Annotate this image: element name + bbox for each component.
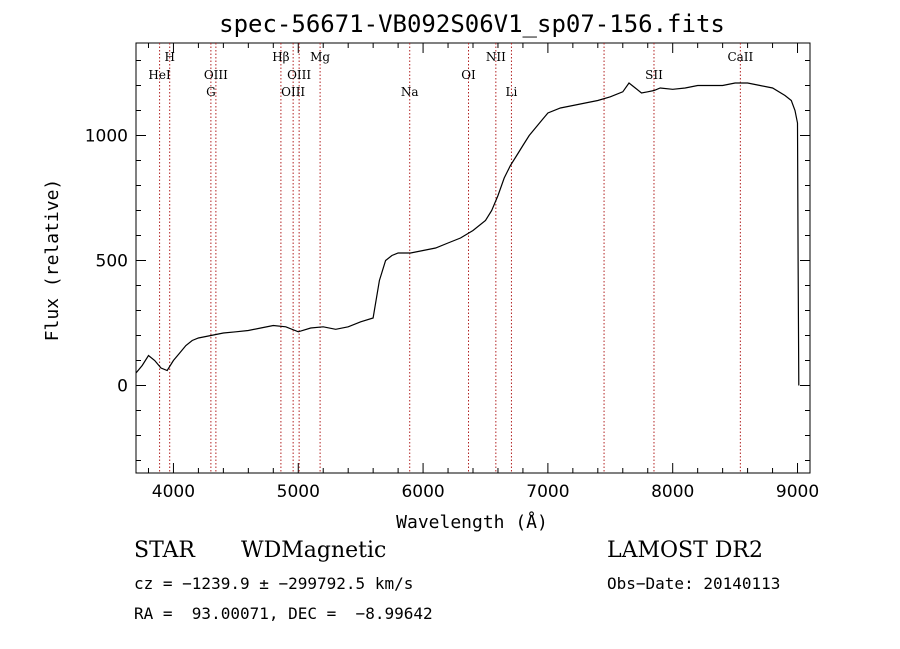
x-tick-label: 5000 — [277, 482, 320, 502]
y-tick-label: 1000 — [85, 127, 128, 147]
y-tick-label: 0 — [117, 377, 128, 397]
y-axis-label: Flux (relative) — [42, 179, 63, 342]
spectral-line-label: CaII — [727, 50, 753, 64]
spectral-line-label: Mg — [310, 50, 330, 64]
spectral-line-label: SII — [645, 68, 663, 82]
x-tick-label: 4000 — [152, 482, 195, 502]
spectral-line-label: G — [206, 85, 216, 99]
spectral-line-label: NII — [486, 50, 506, 64]
plot-area: 4000 5000 6000 7000 8000 9000 0 500 1000 HeI H G OII… — [85, 42, 819, 502]
chart-title: spec-56671-VB092S06V1_sp07-156.fits — [219, 10, 725, 38]
spectral-line-label: OI — [461, 68, 476, 82]
spectral-line-label: OIII — [204, 68, 228, 82]
spectral-line-label: OIII — [281, 85, 305, 99]
spectral-line-label: H — [164, 50, 174, 64]
x-tick-label: 7000 — [526, 482, 569, 502]
coordinates-readout: RA = 93.00071, DEC = −8.99642 — [134, 604, 433, 623]
object-class: STAR — [134, 538, 195, 563]
x-axis-label: Wavelength (Å) — [396, 511, 548, 533]
x-tick-label: 6000 — [401, 482, 444, 502]
redshift-readout: cz = −1239.9 ± −299792.5 km/s — [134, 574, 414, 593]
survey-name: LAMOST DR2 — [607, 538, 763, 563]
spectral-line-label: Hβ — [272, 50, 289, 64]
x-tick-label: 9000 — [776, 482, 819, 502]
x-tick-label: 8000 — [651, 482, 694, 502]
spectral-line-label: Li — [506, 85, 518, 99]
object-subclass: WDMagnetic — [241, 538, 387, 563]
spectral-line-label: HeI — [148, 68, 171, 82]
spectral-line-label: Na — [401, 85, 419, 99]
spectral-line-label: OIII — [287, 68, 311, 82]
observation-date: Obs−Date: 20140113 — [607, 574, 781, 593]
plot-frame — [135, 42, 811, 474]
spectrum-line — [135, 82, 800, 386]
y-tick-label: 500 — [96, 252, 128, 272]
